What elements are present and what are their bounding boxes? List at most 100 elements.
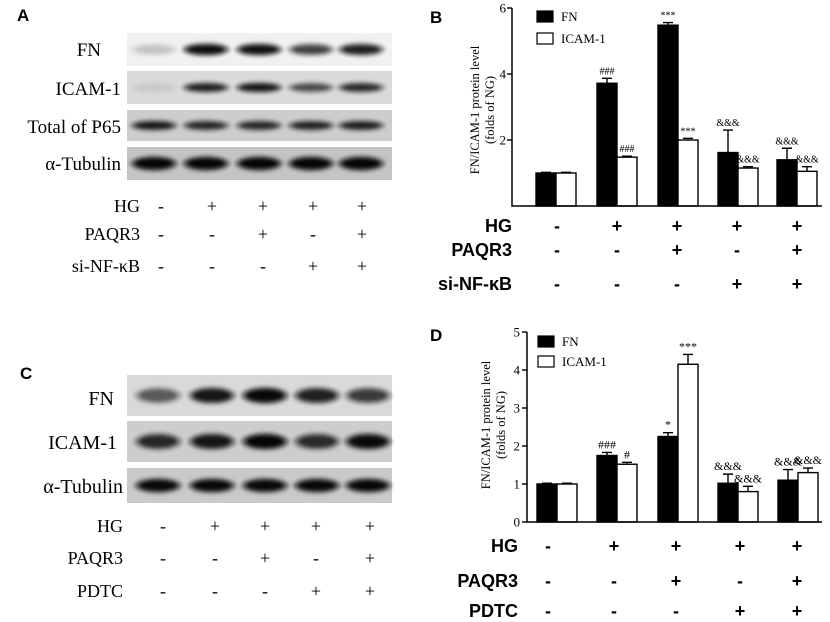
blot-band-core [135,45,173,54]
sign-minus: - [734,240,740,260]
blot-band-core [349,435,387,448]
error-bar [562,482,572,484]
sign-plus: + [792,571,803,591]
error-bar [541,171,551,174]
sign-plus: + [732,216,743,236]
y-tick-label: 5 [514,325,521,340]
y-axis-label: (folds of NG) [483,76,497,144]
sign-plus: + [735,536,746,556]
sign-plus: + [792,240,803,260]
bar-icam-1 [737,490,759,523]
sign-plus: + [735,601,746,621]
sign-plus: + [792,601,803,621]
condition-label: HG [485,216,512,236]
significance-mark: &&& [795,155,819,166]
condition-row-d-pdtc: PDTC - - - + + [469,601,802,621]
sign-plus: + [365,581,375,601]
error-bar [561,171,571,174]
significance-mark: &&& [716,118,740,129]
error-bar [602,451,612,456]
sign-plus: + [258,224,268,244]
blot-band-core [135,158,173,169]
sign-plus: + [671,571,682,591]
condition-row-a-hg: HG - + + + + [114,196,367,216]
sign-minus: - [614,274,620,294]
condition-row-d-hg: HG - + + + + [491,536,802,556]
bar-fn [596,454,618,523]
significance-mark: &&& [775,136,799,147]
sign-plus: + [612,216,623,236]
blot-band-core [135,122,173,129]
bar-fn [535,172,557,207]
sign-plus: + [792,536,803,556]
blot-band-core [298,389,336,402]
blot-band-core [187,45,225,54]
bar-icam-1 [677,363,699,523]
sign-minus: - [158,224,164,244]
sign-plus: + [671,536,682,556]
y-tick-label: 3 [514,401,521,416]
blot-band-core [187,84,225,91]
sign-minus: - [545,536,551,556]
blot-band-core [292,122,330,129]
bar-fn [717,482,739,523]
blot-labels-a: FN ICAM-1 Total of P65 α-Tubulin [27,40,121,175]
legend-label-fn: FN [561,9,578,24]
blot-strip-alpha-tubulin [127,468,392,503]
legend-swatch-icam-1 [537,355,555,368]
sign-plus: + [260,548,270,568]
panel-letter-c: C [20,364,32,383]
y-axis-label: (folds of NG) [494,391,508,459]
legend-label-icam-1: ICAM-1 [562,354,607,369]
sign-minus: - [554,216,560,236]
blot-label-total-p65: Total of P65 [27,117,121,138]
blot-strip-icam-1 [127,421,392,462]
legend-swatch-fn [536,10,554,23]
sign-minus: - [212,581,218,601]
sign-plus: + [260,516,270,536]
blot-label-fn: FN [88,388,114,410]
blot-band-core [187,122,225,129]
western-blots [127,33,392,503]
blot-band-core [246,480,284,491]
sign-minus: - [614,240,620,260]
blot-strip-fn [127,33,392,66]
sign-plus: + [207,196,217,216]
y-tick-label: 4 [514,363,521,378]
sign-minus: - [674,274,680,294]
bar-fn [596,82,618,207]
sign-minus: - [673,601,679,621]
condition-label: si-NF-κB [72,256,140,276]
condition-label: HG [97,516,123,536]
blot-band-core [240,122,278,129]
sign-minus: - [554,274,560,294]
sign-minus: - [313,548,319,568]
condition-label: HG [491,536,518,556]
legend-swatch-fn [537,335,555,348]
sign-minus: - [737,571,743,591]
significance-mark: &&& [714,459,743,473]
error-bar [802,166,812,172]
blot-band-core [246,435,284,448]
blot-label-icam-1: ICAM-1 [56,79,121,100]
significance-mark: &&& [774,455,803,469]
condition-row-b-si-nf-b: si-NF-κB - - - + + [438,274,802,294]
blot-labels-c: FN ICAM-1 α-Tubulin [43,388,123,498]
sign-plus: + [311,581,321,601]
sign-plus: + [357,196,367,216]
sign-minus: - [554,240,560,260]
sign-minus: - [310,224,316,244]
legend-swatch-icam-1 [536,32,554,45]
significance-mark: *** [679,339,697,353]
sign-plus: + [308,196,318,216]
sign-plus: + [792,274,803,294]
blot-band-core [342,84,380,91]
significance-mark: * [665,418,671,432]
error-bar [803,467,813,473]
error-bar [622,461,632,465]
significance-mark: # [624,447,630,461]
bar-icam-1 [616,463,638,523]
sign-plus: + [308,256,318,276]
